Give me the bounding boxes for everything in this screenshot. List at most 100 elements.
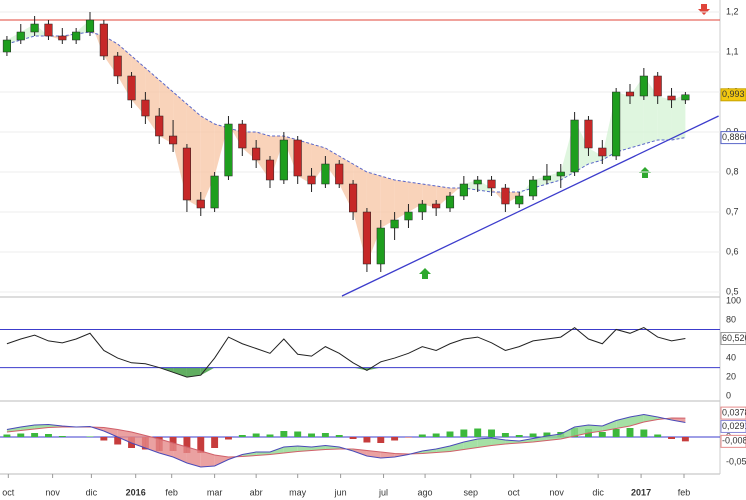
macd-fill xyxy=(103,427,118,437)
y-tick-label: 0,6 xyxy=(726,246,739,256)
y-tick-label: 80 xyxy=(726,314,736,324)
candle-body xyxy=(2,39,11,53)
x-tick-label: dic xyxy=(592,487,604,497)
histogram-bar xyxy=(114,437,122,445)
value-label: -0,0087 xyxy=(722,436,746,446)
moving-average xyxy=(6,31,686,193)
candle-body xyxy=(612,91,621,157)
macd-fill xyxy=(270,447,284,455)
histogram-bar xyxy=(45,434,52,437)
value-badge xyxy=(720,434,746,448)
macd-fill xyxy=(450,442,464,452)
candle-body xyxy=(72,31,81,41)
histogram-bar xyxy=(197,437,205,453)
value-label: 0,0378 xyxy=(722,407,746,417)
value-badge xyxy=(720,88,746,102)
x-tick-label: 2016 xyxy=(126,487,146,497)
value-badge xyxy=(720,332,746,346)
histogram-bar xyxy=(211,437,219,448)
candle-body xyxy=(265,159,275,181)
y-tick-label: 0,5 xyxy=(726,286,739,296)
candle-body xyxy=(542,175,551,181)
value-badge xyxy=(720,419,746,433)
candle-body xyxy=(570,119,579,173)
candle-body xyxy=(85,19,95,33)
x-tick-label: jul xyxy=(378,487,388,497)
ma-fill xyxy=(657,96,672,140)
macd-fill xyxy=(214,455,229,466)
x-tick-label: feb xyxy=(678,487,691,497)
candle-body xyxy=(58,35,67,41)
x-tick-label: oct xyxy=(508,487,521,497)
ma-fill xyxy=(436,186,450,208)
histogram-bar xyxy=(252,433,260,437)
y-tick-label: 40 xyxy=(726,352,736,362)
macd-fill xyxy=(283,446,298,453)
candle-body xyxy=(155,115,164,137)
histogram-bar xyxy=(640,429,648,437)
y-tick-label: -0,05 xyxy=(726,456,746,466)
candle-body xyxy=(113,55,122,77)
x-tick-label: nov xyxy=(549,487,564,497)
histogram-bar xyxy=(17,433,25,437)
histogram-bar xyxy=(3,434,11,437)
rsi-line xyxy=(6,326,686,378)
macd-fill xyxy=(560,427,575,439)
histogram-bar xyxy=(529,433,537,437)
histogram-bar xyxy=(31,433,39,437)
y-tick-label: 0,8 xyxy=(726,166,739,176)
histogram-bar xyxy=(432,433,440,437)
candle-body xyxy=(681,94,690,101)
ma-fill xyxy=(90,20,104,56)
x-tick-label: feb xyxy=(165,487,178,497)
macd-fill xyxy=(477,438,492,448)
candle-body xyxy=(556,171,565,177)
arrow-up xyxy=(419,268,431,279)
candle-body xyxy=(44,23,53,37)
arrow-down xyxy=(698,4,710,15)
x-tick-label: may xyxy=(289,487,307,497)
candle-body xyxy=(210,175,219,209)
histogram-bar xyxy=(225,437,232,440)
candle-body xyxy=(584,119,593,149)
x-tick-label: 2017 xyxy=(631,487,651,497)
candle-body xyxy=(16,31,25,41)
histogram-bar xyxy=(460,429,468,437)
candle-body xyxy=(238,123,247,149)
value-badge xyxy=(720,131,746,145)
histogram-bar xyxy=(100,437,108,441)
y-tick-label: 1,1 xyxy=(726,46,739,56)
macd-fill xyxy=(200,451,215,467)
rsi-fill xyxy=(173,367,187,378)
candle-body xyxy=(501,187,510,205)
histogram-bar xyxy=(280,431,288,437)
y-tick-label: 0,7 xyxy=(726,206,739,216)
histogram-bar xyxy=(598,432,606,437)
candle-body xyxy=(529,179,538,197)
candle-body xyxy=(445,195,455,209)
candle-body xyxy=(99,23,108,57)
candle-body xyxy=(667,95,676,101)
macd-fill xyxy=(159,439,174,457)
histogram-bar xyxy=(612,429,620,437)
histogram-bar xyxy=(363,437,371,443)
histogram-bar xyxy=(266,434,274,437)
x-tick-label: mar xyxy=(207,487,223,497)
histogram-bar xyxy=(626,428,634,437)
macd-fill xyxy=(186,447,201,467)
x-tick-label: abr xyxy=(250,487,263,497)
histogram-bar xyxy=(86,436,94,437)
histogram-bar xyxy=(474,428,482,437)
candle-body xyxy=(279,139,288,181)
candle-body xyxy=(307,175,316,185)
ma-fill xyxy=(380,176,395,228)
y-tick-label: 0 xyxy=(726,391,731,401)
histogram-bar xyxy=(183,437,191,453)
candle-body xyxy=(127,75,136,101)
candle-body xyxy=(141,99,150,117)
ma-fill xyxy=(200,116,215,208)
value-badge xyxy=(720,406,746,420)
value-label: 0,0291 xyxy=(722,421,746,431)
x-tick-label: sep xyxy=(464,487,479,497)
